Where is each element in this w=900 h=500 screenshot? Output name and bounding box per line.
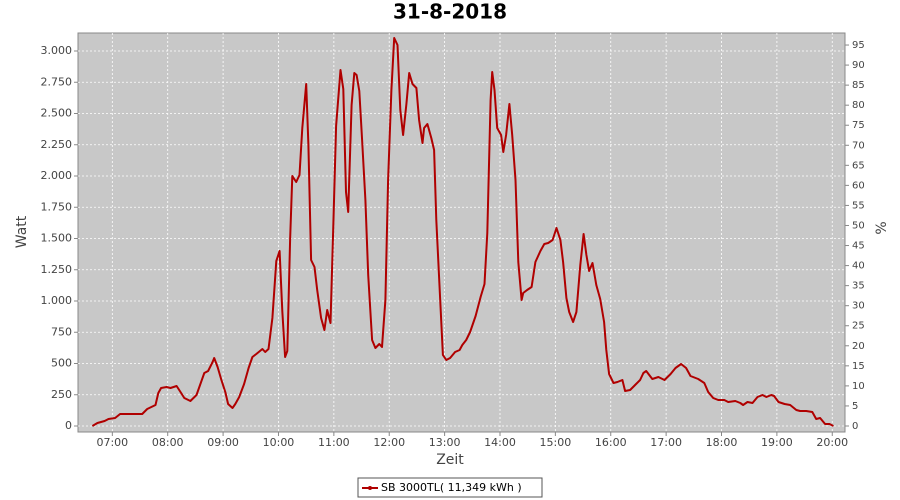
y2-tick-label: 55 <box>852 200 865 211</box>
x-tick-label: 17:00 <box>650 436 682 449</box>
y2-tick-label: 60 <box>852 180 865 191</box>
x-tick-label: 20:00 <box>816 436 848 449</box>
y2-tick-label: 30 <box>852 301 865 312</box>
y2-tick-label: 70 <box>852 140 865 151</box>
y-tick-label: 2.250 <box>41 138 73 151</box>
y-tick-label: 1.500 <box>41 232 73 245</box>
x-tick-label: 13:00 <box>429 436 461 449</box>
y-axis-label: Watt <box>14 215 30 248</box>
y2-tick-label: 10 <box>852 381 865 392</box>
x-tick-label: 19:00 <box>761 436 793 449</box>
y2-tick-label: 20 <box>852 341 865 352</box>
y-tick-label: 0 <box>65 419 72 432</box>
y2-tick-label: 80 <box>852 100 865 111</box>
y-tick-label: 3.000 <box>41 44 73 57</box>
y2-tick-label: 45 <box>852 241 865 252</box>
y2-tick-label: 50 <box>852 220 865 231</box>
y-tick-label: 500 <box>51 357 72 370</box>
plot-area <box>77 32 846 433</box>
y2-tick-label: 5 <box>852 401 858 412</box>
x-tick-label: 09:00 <box>207 436 239 449</box>
x-tick-label: 10:00 <box>263 436 295 449</box>
y2-tick-label: 15 <box>852 361 865 372</box>
legend-swatch-dot <box>368 486 372 490</box>
y2-tick-label: 75 <box>852 120 865 131</box>
y-tick-label: 1.000 <box>41 294 73 307</box>
x-tick-label: 18:00 <box>706 436 738 449</box>
y-tick-label: 2.500 <box>41 107 73 120</box>
y2-tick-label: 95 <box>852 40 865 51</box>
y2-tick-label: 40 <box>852 261 865 272</box>
y2-axis-label: % <box>874 221 890 234</box>
y-tick-label: 2.750 <box>41 75 73 88</box>
y2-tick-label: 90 <box>852 60 865 71</box>
y-tick-label: 1.750 <box>41 200 73 213</box>
y2-tick-label: 85 <box>852 80 865 91</box>
x-tick-label: 12:00 <box>373 436 405 449</box>
y-tick-label: 2.000 <box>41 169 73 182</box>
y2-tick-label: 65 <box>852 160 865 171</box>
y-tick-label: 250 <box>51 388 72 401</box>
x-tick-label: 07:00 <box>96 436 128 449</box>
x-tick-label: 14:00 <box>484 436 516 449</box>
y-tick-label: 1.250 <box>41 263 73 276</box>
y2-tick-label: 25 <box>852 321 865 332</box>
x-tick-label: 15:00 <box>540 436 572 449</box>
x-tick-label: 08:00 <box>152 436 184 449</box>
x-axis-label: Zeit <box>436 452 464 468</box>
y-tick-label: 750 <box>51 325 72 338</box>
y2-tick-label: 35 <box>852 281 865 292</box>
y2-tick-label: 0 <box>852 421 858 432</box>
chart-title: 31-8-2018 <box>393 0 507 24</box>
legend-label: SB 3000TL( 11,349 kWh ) <box>381 481 522 494</box>
x-tick-label: 11:00 <box>318 436 350 449</box>
data-line <box>91 37 834 427</box>
x-tick-label: 16:00 <box>595 436 627 449</box>
legend-box <box>357 477 543 498</box>
